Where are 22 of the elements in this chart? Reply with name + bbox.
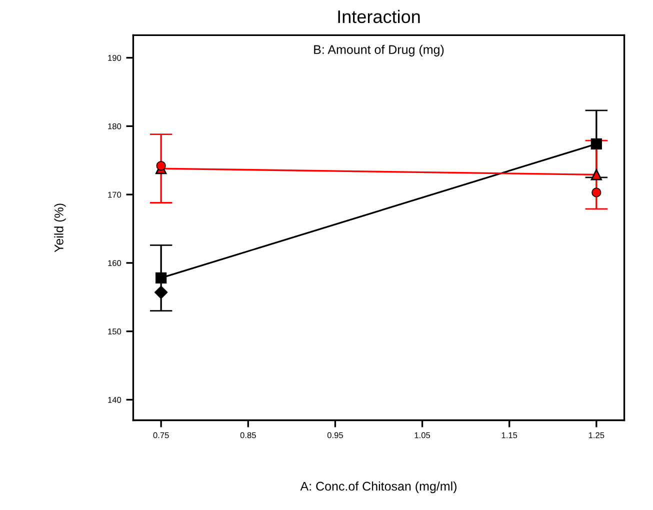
y-tick-label: 180 bbox=[108, 123, 122, 130]
x-tick-label: 0.85 bbox=[240, 432, 256, 438]
y-tick-label: 190 bbox=[108, 54, 122, 61]
x-tick-label: 0.95 bbox=[327, 432, 343, 438]
point bbox=[590, 138, 602, 150]
y-tick-label: 140 bbox=[108, 396, 122, 403]
x-tick-label: 1.25 bbox=[588, 432, 604, 438]
y-axis-title: Yeild (%) bbox=[54, 204, 66, 252]
point bbox=[592, 188, 602, 198]
x-tick-label: 0.75 bbox=[153, 432, 169, 438]
text: B: Amount of Drug (mg) bbox=[314, 44, 444, 56]
point bbox=[156, 272, 167, 284]
x-tick-label: 1.05 bbox=[414, 432, 430, 438]
x-axis-title: A: Conc.of Chitosan (mg/ml) bbox=[300, 481, 456, 494]
point bbox=[590, 169, 602, 180]
point bbox=[156, 161, 166, 171]
x-tick-label: 1.15 bbox=[502, 432, 518, 438]
point bbox=[154, 286, 168, 299]
chart-title: Interaction bbox=[338, 10, 420, 24]
y-tick-label: 150 bbox=[108, 328, 122, 334]
y-tick-label: 170 bbox=[108, 192, 122, 198]
y-tick-label: 160 bbox=[108, 260, 122, 266]
